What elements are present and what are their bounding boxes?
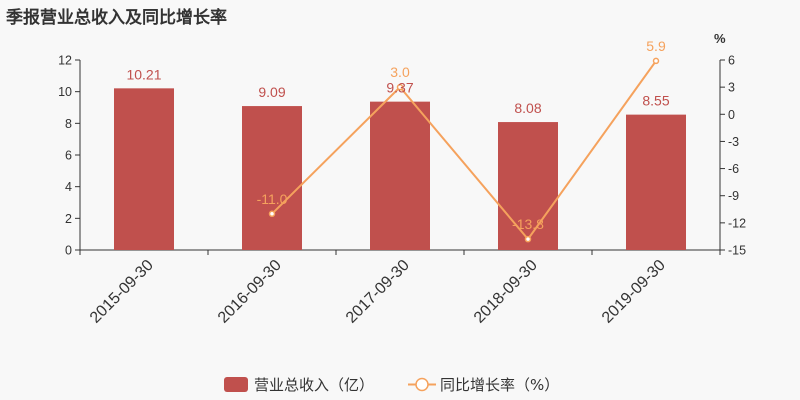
line-series — [268, 57, 660, 243]
right-axis-tick-label: -15 — [728, 244, 746, 258]
x-axis-category-label: 2019-09-30 — [599, 257, 669, 327]
revenue-data-label: 9.09 — [258, 84, 285, 100]
x-axis-category-label: 2016-09-30 — [215, 257, 285, 327]
left-axis-tick-label: 10 — [58, 85, 72, 99]
growth-rate-line — [271, 60, 657, 241]
legend-bar-label: 营业总收入（亿） — [254, 376, 374, 394]
legend-line-label: 同比增长率（%） — [440, 376, 559, 394]
left-axis-tick-label: 8 — [65, 117, 72, 131]
left-axis-tick-label: 6 — [65, 149, 72, 163]
revenue-bar — [498, 122, 558, 250]
right-axis-unit: % — [714, 31, 726, 46]
revenue-bar — [626, 114, 686, 250]
right-axis-tick-label: 3 — [728, 81, 735, 95]
x-axis-category-label: 2015-09-30 — [87, 257, 157, 327]
revenue-bar — [242, 106, 302, 250]
revenue-data-label: 10.21 — [126, 66, 161, 82]
data-labels: 10.21 9.09 9.37 8.08 8.55 -11.0 3.0 -13.8 5.9 — [126, 38, 669, 232]
growth-rate-point — [652, 57, 660, 65]
right-axis-tick-label: 0 — [728, 108, 735, 122]
right-axis-tick-label: -12 — [728, 216, 746, 230]
revenue-data-label: 9.37 — [386, 80, 413, 96]
growth-rate-point — [396, 83, 404, 91]
growth-rate-data-label: 3.0 — [390, 64, 410, 80]
right-axis-tick-label: -9 — [728, 189, 739, 203]
revenue-data-label: 8.55 — [642, 93, 669, 109]
growth-rate-point — [268, 210, 276, 218]
bar-series — [114, 88, 686, 251]
revenue-data-label: 8.08 — [514, 100, 541, 116]
legend-bar-swatch — [224, 377, 248, 392]
right-axis-tick-label: 6 — [728, 54, 735, 68]
growth-rate-point — [524, 235, 532, 243]
legend: 营业总收入（亿） 同比增长率（%） — [224, 376, 559, 394]
left-axis-tick-label: 0 — [65, 244, 72, 258]
right-axis-tick-label: -6 — [728, 162, 739, 176]
growth-rate-data-label: -13.8 — [512, 216, 544, 232]
growth-rate-data-label: 5.9 — [646, 38, 666, 54]
legend-line-marker — [415, 377, 429, 392]
x-axis-category-label: 2018-09-30 — [471, 257, 541, 327]
chart-title: 季报营业总收入及同比增长率 — [6, 8, 227, 28]
right-axis-tick-label: -3 — [728, 135, 739, 149]
left-axis-tick-label: 2 — [65, 212, 72, 226]
growth-rate-data-label: -11.0 — [257, 191, 288, 207]
revenue-bar — [114, 88, 174, 250]
x-axis-category-label: 2017-09-30 — [343, 257, 413, 327]
revenue-bar — [370, 101, 430, 251]
left-axis-tick-label: 4 — [65, 180, 72, 194]
left-axis-tick-label: 12 — [58, 54, 72, 68]
